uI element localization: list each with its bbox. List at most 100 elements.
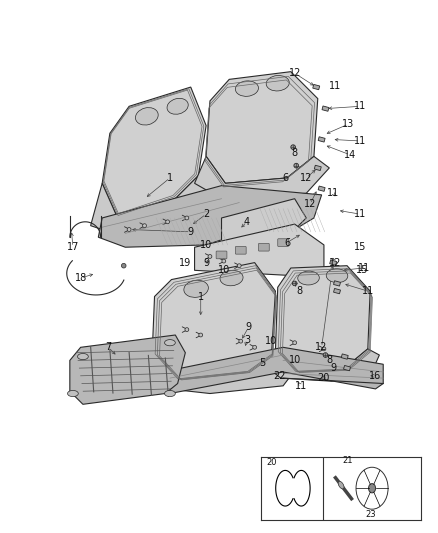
Circle shape (184, 328, 188, 332)
Text: 11: 11 (328, 80, 340, 91)
Circle shape (142, 224, 146, 228)
Text: 12: 12 (315, 342, 327, 352)
Text: 11: 11 (357, 263, 369, 273)
Ellipse shape (135, 108, 158, 125)
Circle shape (184, 216, 188, 220)
Text: 11: 11 (326, 188, 339, 198)
Polygon shape (221, 199, 306, 247)
Polygon shape (318, 137, 325, 142)
Text: 1: 1 (197, 292, 203, 302)
Text: 11: 11 (294, 381, 306, 391)
Circle shape (237, 264, 240, 268)
FancyBboxPatch shape (258, 244, 268, 251)
Text: 6: 6 (282, 173, 288, 183)
Text: 8: 8 (296, 286, 302, 296)
Text: 11: 11 (353, 136, 365, 146)
Polygon shape (333, 281, 340, 286)
Ellipse shape (164, 391, 175, 397)
Text: 9: 9 (245, 322, 251, 332)
Circle shape (127, 228, 131, 231)
Ellipse shape (78, 353, 88, 360)
Text: 11: 11 (353, 209, 365, 219)
Text: 12: 12 (288, 68, 300, 78)
Ellipse shape (337, 481, 343, 489)
Circle shape (292, 341, 296, 345)
Ellipse shape (164, 340, 175, 346)
Text: 20: 20 (317, 373, 329, 383)
Text: 10: 10 (200, 240, 212, 250)
Circle shape (221, 259, 225, 263)
Text: 13: 13 (342, 119, 354, 129)
Polygon shape (194, 224, 323, 276)
Text: 22: 22 (272, 371, 285, 381)
Text: 19: 19 (179, 257, 191, 268)
Text: 2: 2 (202, 209, 209, 219)
Text: 16: 16 (368, 371, 381, 381)
Text: 9: 9 (329, 363, 336, 373)
Polygon shape (170, 348, 382, 393)
Text: 4: 4 (244, 217, 249, 227)
Polygon shape (312, 84, 319, 90)
Ellipse shape (325, 269, 347, 282)
Text: 9: 9 (187, 227, 193, 237)
Circle shape (238, 339, 242, 343)
Circle shape (367, 483, 375, 493)
Text: 8: 8 (325, 356, 332, 366)
Text: 7: 7 (105, 342, 111, 352)
Polygon shape (333, 288, 340, 294)
Polygon shape (343, 366, 350, 371)
Text: 11: 11 (353, 101, 365, 111)
Polygon shape (329, 260, 336, 265)
Ellipse shape (235, 81, 258, 96)
Circle shape (322, 353, 327, 357)
Circle shape (290, 145, 295, 149)
Ellipse shape (184, 280, 208, 297)
Ellipse shape (265, 76, 289, 91)
Ellipse shape (297, 271, 318, 285)
Polygon shape (206, 71, 317, 183)
Text: 3: 3 (244, 335, 249, 345)
Ellipse shape (166, 99, 188, 114)
Polygon shape (340, 354, 347, 359)
Polygon shape (131, 353, 302, 393)
Circle shape (165, 220, 169, 224)
Circle shape (121, 263, 126, 268)
Text: 10: 10 (265, 336, 277, 346)
Text: 12: 12 (299, 173, 312, 183)
Polygon shape (152, 263, 275, 378)
Polygon shape (275, 265, 369, 370)
Text: 15: 15 (355, 265, 368, 276)
Text: 9: 9 (203, 257, 209, 268)
Text: 6: 6 (283, 238, 290, 248)
Circle shape (252, 345, 256, 349)
Text: 12: 12 (328, 257, 340, 268)
Polygon shape (194, 156, 328, 199)
Text: 11: 11 (361, 286, 373, 296)
Polygon shape (102, 87, 206, 218)
Text: 23: 23 (365, 510, 375, 519)
Polygon shape (318, 186, 325, 191)
FancyBboxPatch shape (277, 239, 288, 246)
Text: 10: 10 (217, 265, 230, 276)
FancyBboxPatch shape (215, 251, 226, 259)
Text: 20: 20 (265, 458, 276, 467)
FancyBboxPatch shape (235, 246, 246, 254)
Text: 5: 5 (258, 358, 265, 368)
Text: 17: 17 (67, 242, 79, 252)
Circle shape (198, 333, 202, 337)
Polygon shape (90, 175, 221, 237)
Text: 15: 15 (353, 242, 365, 252)
Ellipse shape (67, 391, 78, 397)
Text: 12: 12 (303, 199, 315, 209)
Polygon shape (70, 335, 185, 405)
Text: 18: 18 (74, 273, 87, 283)
Polygon shape (265, 349, 378, 381)
Text: 10: 10 (288, 356, 300, 366)
Circle shape (293, 163, 298, 168)
Circle shape (208, 255, 212, 259)
Polygon shape (321, 106, 328, 111)
Text: 8: 8 (291, 148, 297, 158)
Text: 21: 21 (341, 456, 352, 465)
Ellipse shape (219, 270, 243, 286)
Circle shape (292, 281, 296, 286)
